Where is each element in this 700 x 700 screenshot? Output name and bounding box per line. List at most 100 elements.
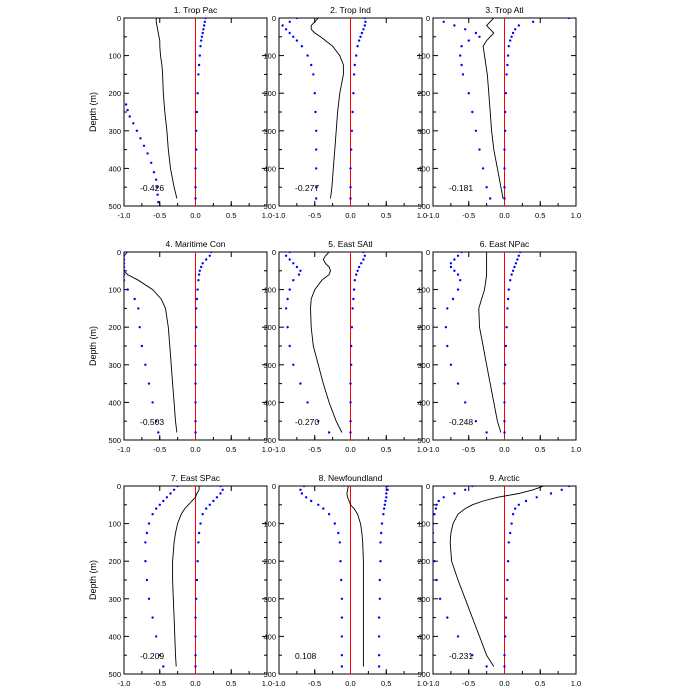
dotted-profile-left-point — [142, 144, 146, 147]
dotted-profile-left-point — [315, 186, 318, 189]
dotted-profile-left-point — [339, 560, 342, 563]
y-tick-label: 100 — [263, 520, 276, 529]
y-tick-label: 0 — [117, 14, 121, 23]
x-tick-label: -0.5 — [462, 679, 475, 688]
dotted-profile-left-point — [284, 28, 288, 31]
dotted-profile-right-point — [379, 541, 382, 544]
dotted-profile-right-point — [194, 197, 197, 200]
dotted-profile-left-point — [449, 363, 453, 366]
dotted-profile-right-point — [198, 54, 201, 57]
solid-profile-line — [155, 18, 178, 199]
plot-area — [124, 18, 207, 204]
dotted-profile-left-point — [446, 616, 449, 619]
panel-title: 8. Newfoundland — [319, 473, 383, 483]
y-tick-label: 400 — [108, 164, 121, 173]
dotted-profile-left-point — [453, 269, 456, 272]
dotted-profile-right-point — [205, 507, 208, 510]
dotted-profile-right-point — [195, 297, 199, 301]
dotted-profile-left-point — [471, 110, 474, 114]
dotted-profile-right-point — [503, 197, 506, 200]
y-tick-label: 500 — [417, 202, 430, 211]
x-tick-label: -0.5 — [462, 445, 475, 454]
x-tick-label: 0.0 — [345, 211, 355, 220]
x-tick-label: -1.0 — [118, 211, 131, 220]
solid-profile-line — [478, 252, 502, 433]
y-tick-label: 0 — [272, 14, 276, 23]
panel-title: 4. Maritime Con — [166, 239, 226, 249]
panel-5: 5. East SAtl -1.0 -0.5 0.0 0.5 1.0 0 100 200 300 4… — [263, 239, 427, 454]
dotted-profile-left-point — [124, 262, 126, 265]
y-tick-label: 200 — [263, 557, 276, 566]
y-tick-label: 300 — [108, 361, 121, 370]
dotted-profile-left-point — [288, 31, 291, 35]
dotted-profile-right-point — [219, 486, 222, 488]
x-tick-label: -1.0 — [273, 445, 286, 454]
plot-area — [299, 486, 389, 668]
x-tick-label: 1.0 — [571, 211, 581, 220]
dotted-profile-right-point — [363, 254, 366, 257]
x-tick-label: 0.5 — [381, 211, 391, 220]
x-tick-label: 0.5 — [535, 211, 545, 220]
dotted-profile-left-point — [300, 45, 304, 48]
dotted-profile-right-point — [194, 363, 197, 366]
dotted-profile-left-point — [456, 288, 460, 291]
dotted-profile-right-point — [377, 654, 381, 657]
dotted-profile-left-point — [288, 288, 291, 291]
dotted-profile-left-point — [464, 488, 467, 491]
y-tick-label: 0 — [272, 482, 276, 491]
dotted-profile-left-point — [138, 326, 141, 329]
y-tick-label: 300 — [417, 127, 430, 136]
dotted-profile-right-point — [517, 24, 520, 27]
dotted-profile-right-point — [350, 129, 354, 132]
x-tick-label: 0.5 — [535, 679, 545, 688]
dotted-profile-left-point — [147, 382, 151, 385]
dotted-profile-left-point — [327, 431, 331, 434]
dotted-profile-left-point — [297, 273, 301, 276]
dotted-profile-left-point — [299, 382, 302, 385]
dotted-profile-right-point — [503, 186, 506, 189]
dotted-profile-left-point — [137, 307, 140, 310]
dotted-profile-right-point — [195, 129, 198, 132]
dotted-profile-left-point — [433, 522, 435, 525]
dotted-profile-left-point — [433, 541, 435, 544]
dotted-profile-left-point — [460, 252, 463, 254]
dotted-profile-right-point — [208, 503, 211, 506]
panel-value: -0.503 — [140, 417, 164, 427]
y-tick-label: 300 — [417, 361, 430, 370]
panel-title: 5. East SAtl — [328, 239, 373, 249]
y-tick-label: 0 — [272, 248, 276, 257]
dotted-profile-left-point — [140, 344, 144, 348]
dotted-profile-left-point — [453, 24, 456, 27]
dotted-profile-left-point — [340, 597, 344, 600]
panel-value: -0.209 — [140, 651, 164, 661]
dotted-profile-right-point — [194, 431, 197, 434]
x-tick-label: 0.5 — [226, 211, 236, 220]
dotted-profile-right-point — [506, 307, 509, 310]
y-tick-label: 300 — [263, 127, 276, 136]
dotted-profile-right-point — [504, 616, 508, 619]
dotted-profile-left-point — [471, 654, 474, 657]
panel-title: 9. Arctic — [489, 473, 520, 483]
x-tick-label: -1.0 — [273, 679, 286, 688]
dotted-profile-left-point — [151, 616, 154, 619]
solid-profile-line — [346, 486, 364, 667]
dotted-profile-right-point — [549, 492, 553, 495]
dotted-profile-right-point — [195, 326, 198, 329]
dotted-profile-left-point — [456, 635, 460, 638]
dotted-profile-left-point — [433, 513, 436, 516]
dotted-profile-left-point — [155, 507, 158, 510]
x-tick-label: 0.5 — [226, 445, 236, 454]
y-axis-label: Depth (m) — [88, 92, 98, 132]
y-tick-label: 400 — [108, 398, 121, 407]
dotted-profile-left-point — [461, 73, 465, 76]
dotted-profile-left-point — [288, 344, 291, 348]
panel-value: -0.270 — [295, 417, 319, 427]
dotted-profile-left-point — [313, 92, 316, 95]
dotted-profile-right-point — [535, 496, 538, 499]
dotted-profile-right-point — [195, 148, 198, 151]
y-tick-label: 200 — [108, 557, 121, 566]
dotted-profile-left-point — [464, 28, 467, 31]
dotted-profile-right-point — [386, 488, 389, 491]
panel-value: -0.426 — [140, 183, 164, 193]
dotted-profile-left-point — [299, 269, 302, 272]
